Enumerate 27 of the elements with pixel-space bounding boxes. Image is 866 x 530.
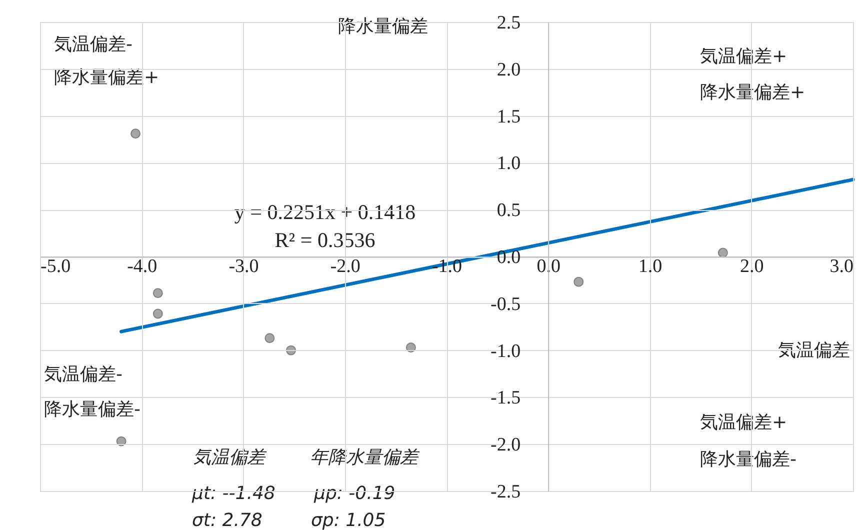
annotation: 降水量偏差+ — [700, 82, 806, 103]
x-tick-label: -2.0 — [330, 256, 360, 277]
annotation: 降水量偏差- — [44, 399, 140, 420]
annotation: 年降水量偏差 — [310, 447, 420, 468]
annotation: 気温偏差- — [54, 34, 132, 55]
y-tick-label: -1.5 — [490, 388, 521, 409]
annotation: R² = 0.3536 — [274, 228, 376, 252]
y-tick-label: 2.5 — [496, 12, 521, 34]
y-tick-label: 1.0 — [496, 153, 521, 174]
y-tick-label: 1.5 — [496, 106, 521, 128]
y-tick-label: 2.0 — [496, 59, 521, 80]
y-tick-label: 0.5 — [496, 200, 521, 222]
x-tick-label: 3.0 — [830, 256, 854, 277]
x-tick-label: 2.0 — [740, 256, 764, 277]
y-tick-label: -1.0 — [490, 340, 521, 362]
annotation: 降水量偏差- — [700, 449, 796, 470]
x-tick-label: -3.0 — [228, 256, 259, 277]
x-tick-label: 0.0 — [536, 256, 560, 277]
x-tick-label: 1.0 — [638, 256, 662, 277]
x-tick-label: -5.0 — [40, 256, 71, 277]
x-tick-label: -4.0 — [127, 256, 158, 277]
annotation: 気温偏差- — [44, 364, 122, 385]
y-tick-label: -2.5 — [490, 482, 521, 502]
text: σp: 1.05 — [311, 510, 386, 530]
y-tick-label: -0.5 — [490, 294, 521, 315]
text: σt: 2.78 — [192, 510, 262, 530]
y-tick-label: -2.0 — [490, 434, 521, 456]
